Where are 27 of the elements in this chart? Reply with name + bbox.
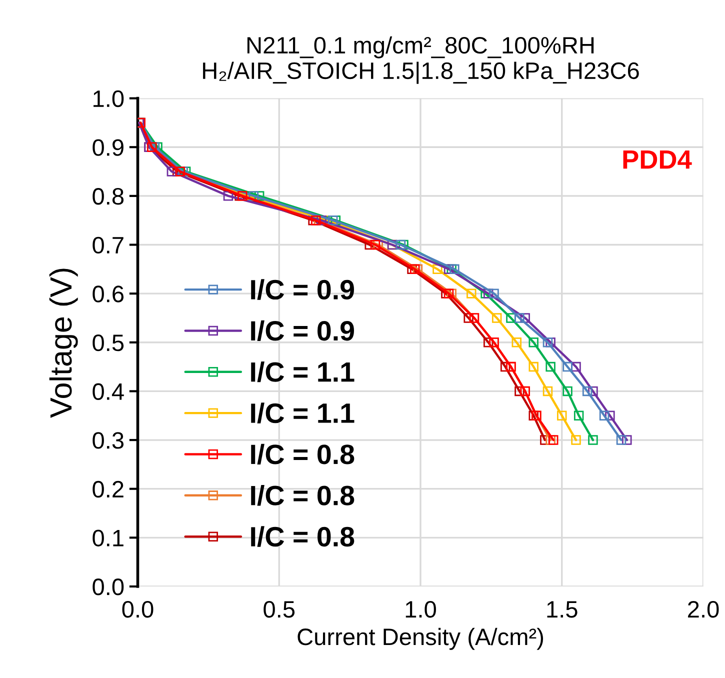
x-tick-label: 0.5 xyxy=(264,600,295,618)
legend-label: I/C = 0.9 xyxy=(251,279,354,300)
y-tick-label: 0.8 xyxy=(92,188,124,205)
legend-label: I/C = 1.1 xyxy=(251,402,354,424)
y-tick-label: 0.9 xyxy=(92,139,124,156)
legend-label: I/C = 1.1 xyxy=(251,361,354,382)
x-tick-label: 1.5 xyxy=(547,601,578,618)
x-tick-label: 1.0 xyxy=(406,600,436,618)
legend-label: I/C = 0.9 xyxy=(251,320,354,342)
y-tick-label: 0.3 xyxy=(92,432,124,449)
x-axis-title: Current Density (A/cm²) xyxy=(298,628,544,650)
y-tick-label: 0.4 xyxy=(92,383,124,400)
y-tick-label: 0.7 xyxy=(92,236,124,254)
y-tick-label: 0.1 xyxy=(92,530,124,546)
legend-label: I/C = 0.8 xyxy=(251,526,354,547)
y-tick-label: 1.0 xyxy=(94,90,124,108)
y-tick-label: 0.2 xyxy=(92,480,124,498)
legend-label: I/C = 0.8 xyxy=(251,444,354,465)
legend-label: I/C = 0.8 xyxy=(251,485,354,506)
annotation: PDD4 xyxy=(623,150,692,169)
y-tick-label: 0.0 xyxy=(92,578,124,596)
x-tick-label: 0.0 xyxy=(122,600,154,618)
y-tick-label: 0.5 xyxy=(92,334,124,352)
y-tick-label: 0.6 xyxy=(92,286,124,302)
x-tick-label: 2.0 xyxy=(688,600,719,618)
y-axis-title: Voltage (V) xyxy=(49,268,78,418)
chart-title: N211_0.1 mg/cm²_80C_100%RH H₂/AIR_STOICH 1.5|1.8_150 kPa_H23C6 xyxy=(203,36,639,84)
